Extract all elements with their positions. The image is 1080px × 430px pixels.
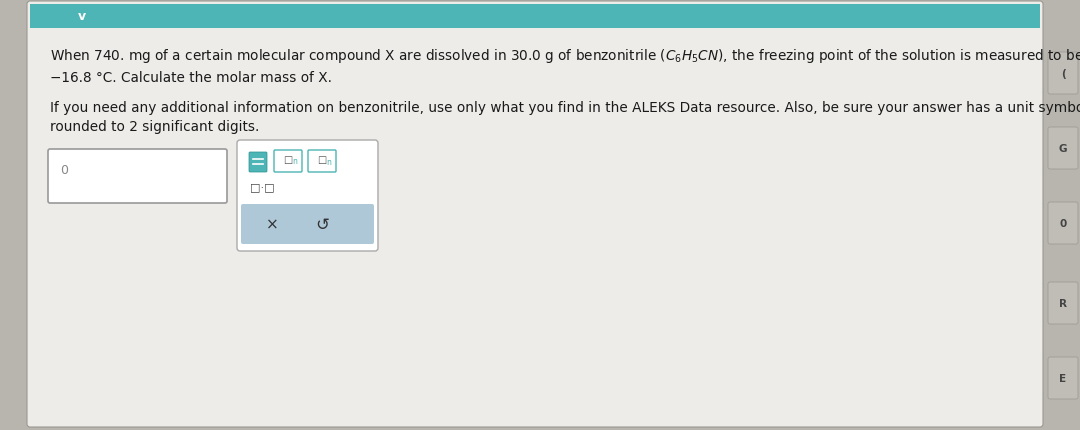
Text: E: E <box>1059 373 1067 383</box>
Text: ↺: ↺ <box>315 215 329 233</box>
FancyBboxPatch shape <box>241 205 374 244</box>
Text: 0: 0 <box>60 164 68 177</box>
Text: n: n <box>326 158 330 166</box>
Text: □: □ <box>318 155 326 165</box>
FancyBboxPatch shape <box>1048 53 1078 95</box>
FancyBboxPatch shape <box>249 153 267 172</box>
Text: When 740. mg of a certain molecular compound X are dissolved in 30.0 g of benzon: When 740. mg of a certain molecular comp… <box>50 47 1080 65</box>
Text: −16.8 °C. Calculate the molar mass of X.: −16.8 °C. Calculate the molar mass of X. <box>50 71 332 85</box>
Text: If you need any additional information on benzonitrile, use only what you find i: If you need any additional information o… <box>50 101 1080 115</box>
Text: v: v <box>78 10 86 24</box>
Text: ×: × <box>266 217 279 232</box>
FancyBboxPatch shape <box>274 150 302 172</box>
Text: R: R <box>1059 298 1067 308</box>
FancyBboxPatch shape <box>1048 203 1078 244</box>
Text: rounded to 2 significant digits.: rounded to 2 significant digits. <box>50 120 259 134</box>
FancyBboxPatch shape <box>27 2 1043 427</box>
FancyBboxPatch shape <box>1048 128 1078 169</box>
Text: (: ( <box>1061 69 1065 79</box>
Bar <box>30 5 1040 29</box>
FancyBboxPatch shape <box>308 150 336 172</box>
FancyBboxPatch shape <box>1048 357 1078 399</box>
FancyBboxPatch shape <box>48 150 227 203</box>
FancyBboxPatch shape <box>237 141 378 252</box>
FancyBboxPatch shape <box>1048 283 1078 324</box>
Text: n: n <box>292 157 297 166</box>
Text: □: □ <box>283 155 293 165</box>
Text: □·□: □·□ <box>249 181 274 191</box>
Text: 0: 0 <box>1059 218 1067 228</box>
Text: G: G <box>1058 144 1067 154</box>
